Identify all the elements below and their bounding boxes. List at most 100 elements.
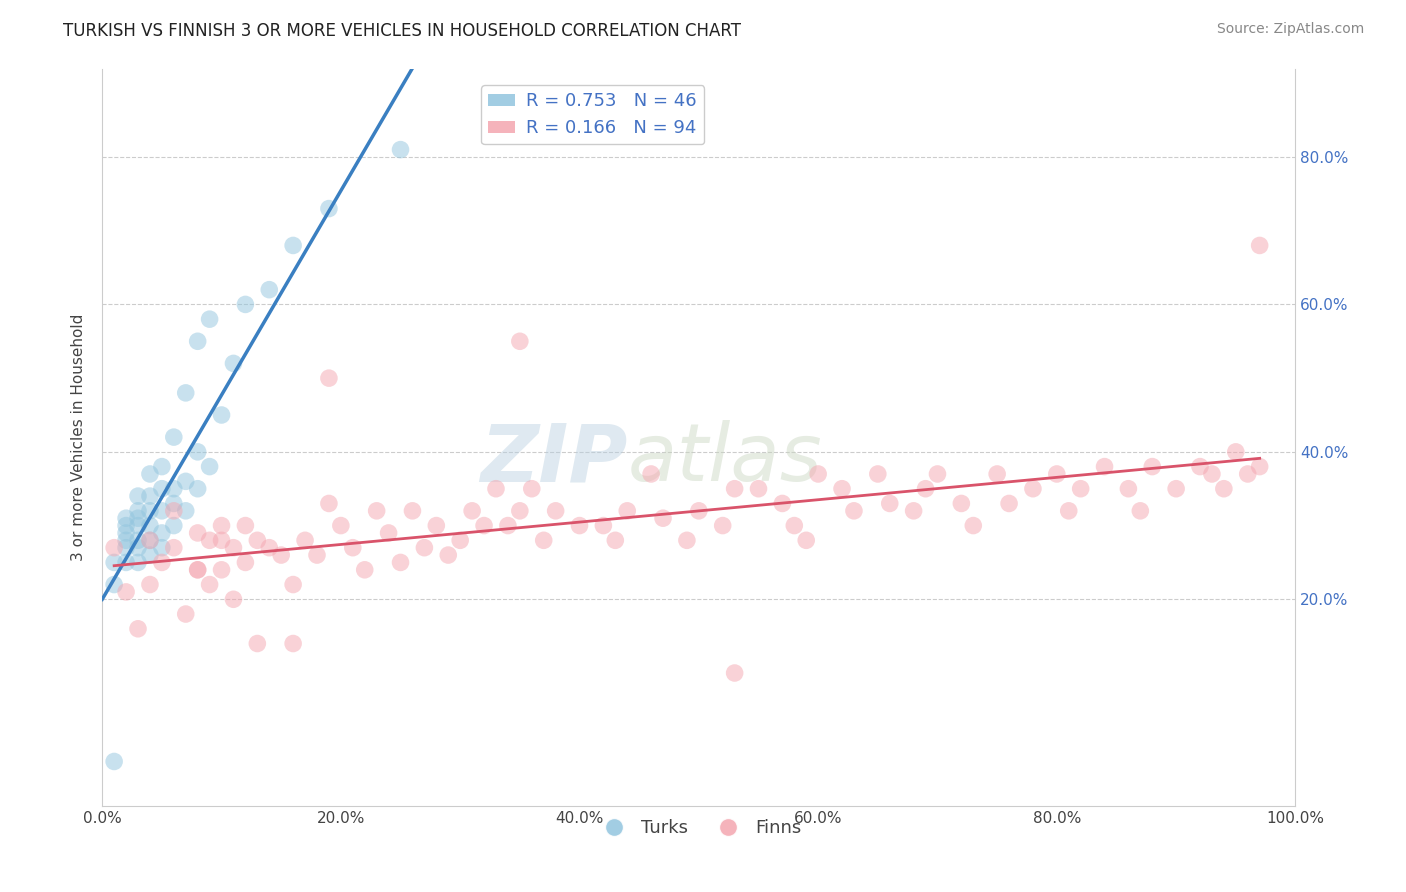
Point (246, 636, 269, 650)
Point (139, 467, 162, 481)
Point (592, 518, 614, 533)
Point (616, 504, 638, 518)
Point (903, 504, 925, 518)
Point (127, 541, 149, 555)
Point (139, 533, 162, 548)
Point (281, 636, 304, 650)
Point (723, 482, 745, 496)
Point (962, 518, 984, 533)
Point (509, 504, 531, 518)
Text: atlas: atlas (627, 420, 823, 499)
Point (461, 504, 484, 518)
Point (485, 482, 508, 496)
Point (1236, 467, 1258, 481)
Point (413, 541, 436, 555)
Point (281, 238, 304, 252)
Point (640, 467, 662, 481)
Point (163, 504, 186, 518)
Point (127, 504, 149, 518)
Point (174, 475, 197, 489)
Point (198, 312, 221, 326)
Point (688, 504, 710, 518)
Point (115, 585, 138, 599)
Point (366, 504, 388, 518)
Point (211, 518, 233, 533)
Point (150, 459, 173, 474)
Point (139, 577, 162, 591)
Point (1166, 482, 1188, 496)
Point (198, 459, 221, 474)
Point (605, 533, 627, 548)
Point (1022, 482, 1045, 496)
Point (163, 541, 186, 555)
Point (1057, 504, 1080, 518)
Point (342, 541, 364, 555)
Point (163, 430, 186, 444)
Point (103, 755, 125, 769)
Point (198, 533, 221, 548)
Point (544, 504, 567, 518)
Point (533, 533, 555, 548)
Point (652, 511, 675, 525)
Point (163, 482, 186, 496)
Point (115, 511, 138, 525)
Point (1188, 459, 1211, 474)
Point (127, 518, 149, 533)
Point (150, 504, 173, 518)
Point (1046, 467, 1069, 481)
Point (270, 548, 292, 562)
Point (139, 533, 162, 548)
Point (187, 525, 209, 540)
Point (770, 496, 793, 510)
Point (1201, 467, 1223, 481)
Point (1142, 459, 1164, 474)
Point (115, 556, 138, 570)
Y-axis label: 3 or more Vehicles in Household: 3 or more Vehicles in Household (72, 313, 86, 561)
Point (1225, 445, 1247, 459)
Point (187, 563, 209, 577)
Point (103, 577, 125, 591)
Text: ZIP: ZIP (479, 420, 627, 499)
Point (783, 518, 806, 533)
Point (866, 467, 889, 481)
Point (127, 556, 149, 570)
Point (150, 556, 173, 570)
Point (174, 385, 197, 400)
Point (127, 511, 149, 525)
Point (163, 496, 186, 510)
Point (139, 518, 162, 533)
Point (1070, 482, 1092, 496)
Legend: Turks, Finns: Turks, Finns (589, 812, 808, 845)
Point (246, 533, 269, 548)
Point (676, 533, 699, 548)
Point (222, 592, 245, 607)
Point (187, 563, 209, 577)
Point (831, 482, 853, 496)
Point (747, 482, 769, 496)
Point (389, 556, 412, 570)
Point (437, 548, 460, 562)
Point (115, 518, 138, 533)
Point (259, 541, 281, 555)
Point (235, 297, 257, 311)
Point (842, 504, 865, 518)
Point (211, 533, 233, 548)
Point (807, 467, 830, 481)
Point (401, 504, 423, 518)
Point (1249, 459, 1271, 474)
Point (174, 504, 197, 518)
Point (294, 533, 316, 548)
Point (222, 541, 245, 555)
Point (914, 482, 936, 496)
Point (377, 525, 399, 540)
Point (1249, 238, 1271, 252)
Point (187, 482, 209, 496)
Point (353, 563, 375, 577)
Point (139, 504, 162, 518)
Point (998, 496, 1021, 510)
Point (115, 533, 138, 548)
Point (150, 482, 173, 496)
Point (1118, 482, 1140, 496)
Text: Source: ZipAtlas.com: Source: ZipAtlas.com (1216, 22, 1364, 37)
Point (187, 334, 209, 349)
